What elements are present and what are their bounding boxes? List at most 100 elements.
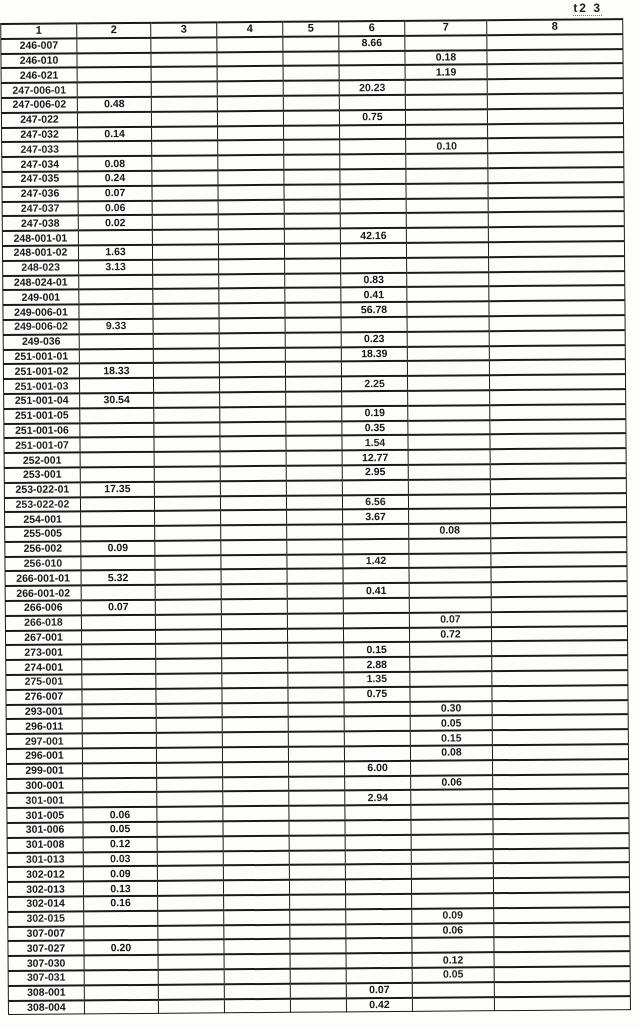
value-cell xyxy=(77,111,152,128)
value-cell xyxy=(406,212,489,229)
value-cell xyxy=(344,775,411,791)
value-cell: 0.75 xyxy=(343,686,411,703)
value-cell: 2.88 xyxy=(343,657,410,673)
value-cell xyxy=(284,198,341,215)
value-cell xyxy=(223,894,290,911)
value-cell xyxy=(489,329,626,346)
value-cell xyxy=(405,123,488,140)
value-cell xyxy=(284,272,341,289)
value-cell: 0.23 xyxy=(341,331,408,347)
value-cell xyxy=(345,864,412,880)
value-cell xyxy=(491,625,628,642)
value-cell xyxy=(153,318,220,334)
value-cell: 0.13 xyxy=(83,881,158,897)
value-cell xyxy=(218,199,285,215)
value-cell xyxy=(79,437,155,453)
value-cell xyxy=(409,582,492,598)
value-cell xyxy=(345,879,412,895)
value-cell: 3.67 xyxy=(342,509,409,525)
value-cell xyxy=(406,197,489,214)
value-cell xyxy=(345,908,412,924)
value-cell xyxy=(79,348,154,364)
table-body: 246-007 8.66 246-010 0.18 246-021 1.19 247-006… xyxy=(0,33,631,1015)
value-cell xyxy=(493,936,631,953)
value-cell xyxy=(492,699,629,716)
value-cell xyxy=(288,746,345,762)
value-cell: 0.05 xyxy=(412,967,495,983)
value-cell xyxy=(222,746,289,763)
value-cell xyxy=(339,65,406,81)
value-cell xyxy=(222,717,289,733)
value-cell xyxy=(84,969,159,986)
value-cell xyxy=(285,406,342,422)
value-cell xyxy=(346,967,413,984)
value-cell: 0.12 xyxy=(412,952,495,968)
value-cell xyxy=(152,244,219,260)
value-cell xyxy=(406,256,489,273)
value-cell xyxy=(411,863,494,880)
value-cell: 0.15 xyxy=(343,642,410,658)
value-cell: 0.02 xyxy=(78,215,153,231)
value-cell xyxy=(488,255,625,272)
value-cell xyxy=(286,494,343,511)
row-id-cell: 251-001-04 xyxy=(3,393,80,409)
value-cell xyxy=(493,862,630,879)
value-cell xyxy=(154,481,221,497)
value-cell xyxy=(84,955,159,971)
row-id-cell: 296-001 xyxy=(6,748,83,764)
value-cell xyxy=(490,448,627,465)
value-cell xyxy=(409,656,492,672)
value-cell: 2.25 xyxy=(341,375,408,392)
value-cell xyxy=(220,554,288,570)
row-id-cell: 302-013 xyxy=(7,881,84,898)
value-cell xyxy=(152,303,220,319)
value-cell xyxy=(217,66,284,82)
value-cell xyxy=(493,847,630,864)
value-cell xyxy=(490,551,627,568)
value-cell xyxy=(283,110,340,126)
value-cell xyxy=(492,714,629,731)
value-cell xyxy=(487,78,624,95)
value-cell xyxy=(339,154,406,170)
value-cell xyxy=(487,122,624,139)
value-cell xyxy=(157,865,224,882)
value-cell: 0.07 xyxy=(409,612,492,628)
row-id-cell: 297-001 xyxy=(6,733,83,750)
value-cell xyxy=(405,168,488,184)
value-cell: 9.33 xyxy=(79,318,154,335)
value-cell xyxy=(224,968,291,985)
value-cell xyxy=(343,612,410,629)
value-cell xyxy=(153,392,220,408)
value-cell xyxy=(287,642,344,659)
row-id-cell: 253-022-01 xyxy=(4,482,81,498)
value-cell: 0.75 xyxy=(339,109,406,125)
value-cell xyxy=(156,776,223,793)
value-cell xyxy=(283,184,341,200)
value-cell xyxy=(154,540,221,556)
value-cell xyxy=(339,183,407,199)
value-cell: 0.16 xyxy=(83,895,158,912)
value-cell xyxy=(217,110,284,126)
value-cell xyxy=(491,670,628,687)
row-id-cell: 275-001 xyxy=(5,674,82,690)
value-cell xyxy=(488,285,625,302)
value-cell xyxy=(406,242,489,258)
value-cell xyxy=(405,108,488,125)
value-cell xyxy=(492,758,629,775)
value-cell xyxy=(220,480,287,496)
value-cell xyxy=(154,555,222,571)
value-cell xyxy=(407,434,491,450)
value-cell xyxy=(218,214,285,230)
value-cell xyxy=(411,848,494,865)
row-id-cell: 307-027 xyxy=(7,940,85,957)
value-cell: 0.10 xyxy=(405,138,488,155)
value-cell xyxy=(76,37,151,54)
value-cell xyxy=(154,451,221,467)
value-cell xyxy=(490,492,627,509)
value-cell xyxy=(405,79,488,95)
value-cell: 8.66 xyxy=(338,35,405,51)
value-cell xyxy=(152,273,219,290)
value-cell xyxy=(411,878,494,894)
value-cell xyxy=(224,953,291,970)
value-cell xyxy=(157,910,224,926)
